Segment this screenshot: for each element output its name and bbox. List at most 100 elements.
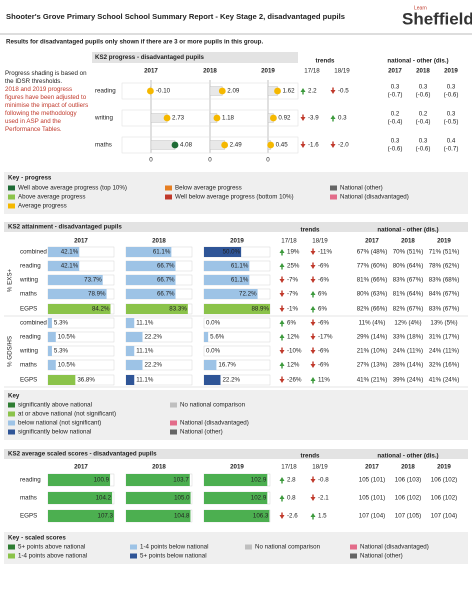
national-value: 13% (5%) [430, 320, 457, 327]
bar-value: 10.5% [58, 362, 76, 369]
key-label: below national (not significant) [18, 420, 101, 427]
national-year: 2017 [365, 238, 379, 245]
bar-value: 61.1% [153, 249, 171, 256]
progress-dot [218, 87, 226, 95]
trend-arrow-stem [312, 361, 314, 364]
value-bar [126, 318, 135, 328]
trend-arrow [279, 334, 285, 338]
key-swatch [245, 544, 252, 550]
trend-arrow [330, 144, 336, 148]
trend-arrow-stem [312, 262, 314, 265]
trend-arrow-stem [312, 347, 314, 350]
progress-value: -0.10 [156, 88, 171, 95]
value-bar [204, 247, 242, 257]
national-value: 39% (24%) [393, 377, 424, 384]
trend-arrow [300, 117, 306, 121]
trend-arrow-stem [281, 290, 283, 293]
national-value: 0.3 [447, 84, 456, 91]
national-value: 107 (104) [359, 513, 386, 520]
national-value: (-0.6) [416, 146, 431, 153]
bar-value: 106.3 [253, 513, 269, 520]
bar-value: 83.3% [169, 306, 187, 313]
trend-value: -7% [287, 291, 299, 298]
row-label: EGPS [20, 377, 37, 384]
national-value: 0.2 [419, 111, 428, 118]
note-warning: 2018 and 2019 progress figures have been… [5, 86, 89, 133]
trends-header: trends [301, 227, 320, 234]
national-value: 11% (4%) [359, 320, 386, 327]
national-value: 83% (68%) [429, 277, 460, 284]
national-value: 29% (14%) [357, 334, 388, 341]
key-title: Key - progress [8, 175, 52, 182]
trend-arrow [310, 251, 316, 255]
national-value: 24% (11%) [393, 348, 423, 355]
national-header: national - other (dis.) [387, 58, 448, 65]
bar-value: 11.1% [136, 320, 154, 327]
trend-arrow [310, 336, 316, 340]
row-label: maths [20, 291, 37, 298]
row-band [121, 82, 299, 100]
trend-year: 17/18 [281, 464, 297, 471]
key-swatch [130, 553, 137, 559]
national-value: (-0.7) [444, 146, 459, 153]
national-value: (-0.4) [388, 119, 403, 126]
key-swatch [8, 185, 15, 191]
national-value: (-0.7) [388, 92, 403, 99]
zero-label: 0 [266, 157, 270, 164]
trend-arrow [279, 350, 285, 354]
key-swatch [8, 420, 15, 426]
bar-value: 102.9 [251, 477, 267, 484]
bar-value: 66.7% [157, 291, 175, 298]
progress-dot [267, 141, 275, 149]
subtitle: Results for disadvantaged pupils only sh… [6, 39, 263, 46]
trend-value: 6% [287, 320, 296, 327]
trend-arrow [310, 479, 316, 483]
key-label: National (disadvantaged) [340, 194, 409, 201]
zero-label: 0 [208, 157, 212, 164]
bar-value: 61.1% [231, 277, 249, 284]
value-bar [126, 474, 190, 486]
trend-value: -6% [318, 277, 330, 284]
national-value: 27% (13%) [357, 362, 388, 369]
value-bar [48, 332, 56, 342]
key-box [4, 390, 468, 440]
trend-arrow [330, 115, 336, 119]
national-value: 12% (4%) [394, 320, 421, 327]
bar-value: 103.7 [173, 477, 189, 484]
bar-value: 36.8% [77, 377, 95, 384]
value-bar [204, 360, 217, 370]
key-label: Below average progress [175, 185, 242, 192]
key-swatch [165, 185, 172, 191]
trend-arrow [310, 364, 316, 368]
row-label: writing [19, 348, 38, 355]
trend-value: -11% [318, 249, 332, 256]
year-header: 2018 [152, 238, 166, 245]
progress-value: 1.18 [222, 115, 235, 122]
bar-value: 22.2% [144, 362, 162, 369]
key-label: National (other) [360, 553, 403, 560]
value-bar [48, 510, 114, 522]
trend-year: 18/19 [334, 68, 350, 75]
national-value: 67% (48%) [357, 249, 388, 256]
progress-dot [221, 141, 229, 149]
section-title: KS2 average scaled scores - disadvantage… [8, 451, 157, 458]
key-label: 5+ points above national [18, 544, 85, 551]
progress-value: 2.09 [227, 88, 240, 95]
national-value: 28% (14%) [393, 362, 424, 369]
value-bar [126, 247, 172, 257]
national-year: 2018 [401, 464, 415, 471]
bar-value: 66.7% [157, 277, 175, 284]
trends-header: trends [301, 453, 320, 460]
section-title: KS2 progress - disadvantaged pupils [95, 54, 205, 61]
trend-arrow [279, 293, 285, 297]
value-bar [126, 275, 176, 285]
national-value: 106 (102) [431, 477, 458, 484]
national-value: 41% (24%) [429, 377, 460, 384]
trend-arrow-stem [281, 512, 283, 515]
year-header: 2019 [230, 238, 244, 245]
national-value: 106 (103) [395, 477, 422, 484]
trend-arrow [310, 306, 316, 310]
trend-arrow [279, 362, 285, 366]
national-value: 81% (64%) [393, 291, 424, 298]
